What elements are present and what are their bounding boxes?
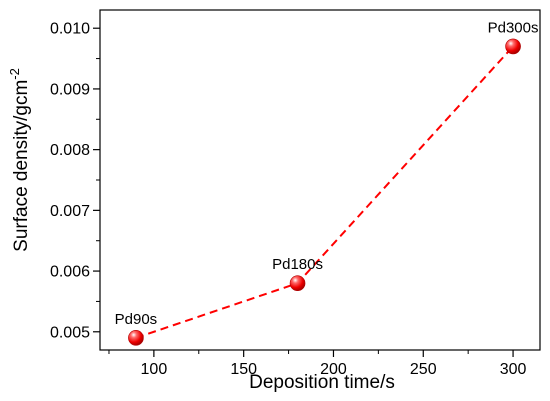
series-line-group xyxy=(135,45,514,339)
x-tick-label-100: 100 xyxy=(141,361,168,378)
data-label-Pd90s: Pd90s xyxy=(115,311,158,328)
x-tick-label-150: 150 xyxy=(230,361,257,378)
y-tick-label-0.009: 0.009 xyxy=(50,81,90,98)
plot-frame xyxy=(99,9,541,351)
y-axis-title: Surface density/gcm-2 xyxy=(7,68,32,252)
data-point-Pd180s xyxy=(289,275,306,292)
data-point-Pd300s xyxy=(505,38,521,55)
x-tick-label-250: 250 xyxy=(410,361,437,378)
data-labels-group: Pd90s Pd180s Pd300s xyxy=(115,19,539,327)
x-axis-ticks: 100 150 200 250 300 xyxy=(108,350,527,378)
x-axis-title: Deposition time/s xyxy=(249,372,395,393)
x-tick-label-300: 300 xyxy=(500,361,527,378)
y-axis-title-superscript: -2 xyxy=(7,68,22,80)
y-tick-label-0.005: 0.005 xyxy=(50,324,90,341)
data-point-Pd90s xyxy=(128,330,144,346)
y-tick-label-0.006: 0.006 xyxy=(50,264,90,281)
y-axis-title-text: Surface density/gcm xyxy=(11,80,32,252)
plot-border xyxy=(99,9,541,351)
y-axis-ticks: 0.005 0.006 0.007 0.008 0.009 0.010 xyxy=(50,21,100,341)
data-label-Pd180s: Pd180s xyxy=(272,256,323,273)
data-points-group xyxy=(128,38,521,346)
y-tick-label-0.010: 0.010 xyxy=(50,21,90,38)
y-tick-label-0.007: 0.007 xyxy=(50,203,90,220)
x-tick-label-200: 200 xyxy=(320,361,347,378)
series-line-0 xyxy=(135,45,514,339)
y-tick-label-0.008: 0.008 xyxy=(50,142,90,159)
data-label-Pd300s: Pd300s xyxy=(488,19,539,36)
